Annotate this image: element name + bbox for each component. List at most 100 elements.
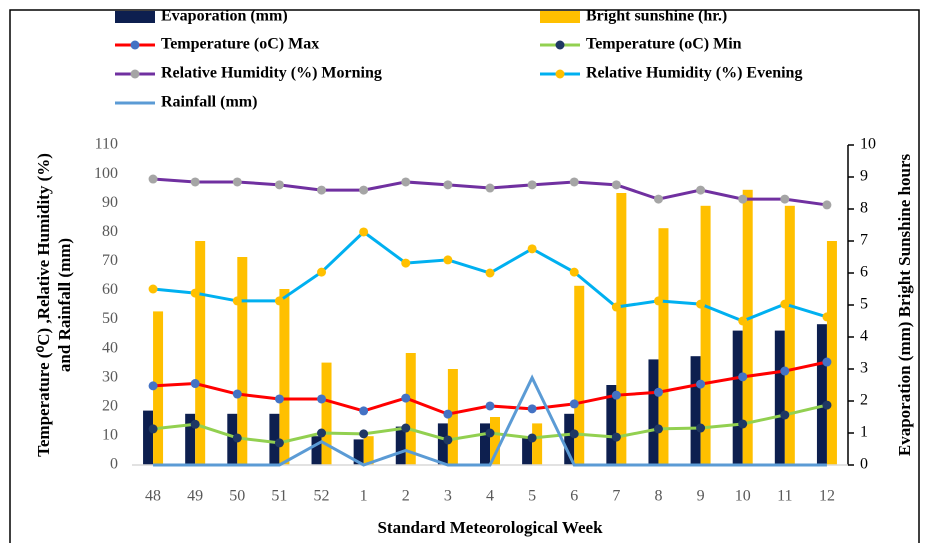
legend-label: Temperature (oC) Min: [586, 36, 742, 53]
x-tick-label: 11: [777, 488, 792, 505]
marker: [611, 390, 621, 400]
x-tick-label: 9: [697, 488, 705, 505]
y2-tick-label: 6: [860, 264, 868, 281]
marker: [190, 379, 200, 389]
y-tick-label: 60: [102, 281, 118, 298]
line: [153, 374, 827, 467]
marker: [148, 174, 158, 184]
marker: [738, 372, 748, 382]
x-tick-label: 1: [360, 488, 368, 505]
y-tick-label: 80: [102, 223, 118, 240]
legend-marker: [130, 69, 140, 79]
legend-marker: [555, 69, 565, 79]
y-tick-label: 110: [95, 136, 118, 153]
y-tick-label: 0: [110, 456, 118, 473]
marker: [190, 288, 200, 298]
marker: [569, 177, 579, 187]
legend-swatch: [115, 11, 155, 23]
bar: [437, 423, 448, 465]
bar: [648, 359, 659, 465]
marker: [148, 381, 158, 391]
marker: [359, 429, 369, 439]
bar: [732, 330, 743, 465]
marker: [190, 419, 200, 429]
bar: [405, 353, 416, 465]
bar: [195, 241, 206, 465]
bar: [269, 413, 280, 465]
y2-tick-label: 8: [860, 200, 868, 217]
legend-swatch: [540, 11, 580, 23]
bar: [742, 189, 753, 466]
marker: [232, 296, 242, 306]
marker: [232, 433, 242, 443]
legend-marker: [555, 40, 565, 50]
marker: [148, 424, 158, 434]
marker: [780, 410, 790, 420]
marker: [317, 267, 327, 277]
bar: [564, 413, 575, 465]
bar: [185, 413, 196, 465]
bar: [321, 362, 332, 465]
y-tick-label: 10: [102, 427, 118, 444]
marker: [822, 200, 832, 210]
bar: [447, 369, 458, 465]
marker: [443, 435, 453, 445]
bar: [480, 423, 490, 465]
marker: [443, 409, 453, 419]
y2-tick-label: 4: [860, 328, 868, 345]
marker: [317, 428, 327, 438]
x-tick-label: 7: [612, 488, 620, 505]
x-tick-label: 6: [570, 488, 578, 505]
bar: [311, 436, 322, 465]
bar: [395, 426, 406, 465]
bar: [574, 285, 585, 465]
y-axis-label: Temperature (⁰C) ,Relative Humidity (%): [34, 153, 53, 457]
marker: [274, 394, 284, 404]
y2-tick-label: 5: [860, 296, 868, 313]
marker: [738, 316, 748, 326]
marker: [738, 194, 748, 204]
marker: [738, 419, 748, 429]
marker: [653, 296, 663, 306]
marker: [611, 302, 621, 312]
y2-tick-label: 3: [860, 360, 868, 377]
marker: [401, 258, 411, 268]
legend-label: Temperature (oC) Max: [161, 36, 319, 53]
legend-label: Evaporation (mm): [161, 8, 288, 25]
y2-tick-label: 1: [860, 424, 868, 441]
marker: [696, 379, 706, 389]
marker: [822, 312, 832, 322]
bar: [153, 311, 164, 465]
marker: [274, 438, 284, 448]
bar: [658, 228, 669, 465]
marker: [359, 406, 369, 416]
bar: [774, 330, 785, 465]
y2-tick-label: 10: [860, 136, 876, 153]
y-tick-label: 40: [102, 339, 118, 356]
x-tick-label: 10: [735, 488, 751, 505]
x-tick-label: 8: [654, 488, 662, 505]
marker: [653, 424, 663, 434]
marker: [653, 194, 663, 204]
y2-axis-label: Evaporation (mm) Bright Sunshine hours: [895, 153, 914, 456]
marker: [317, 394, 327, 404]
marker: [317, 185, 327, 195]
marker: [696, 185, 706, 195]
marker: [569, 267, 579, 277]
marker: [485, 428, 495, 438]
bar: [606, 385, 617, 465]
marker: [611, 180, 621, 190]
marker: [527, 433, 537, 443]
bar: [279, 289, 290, 465]
y-tick-label: 100: [94, 165, 118, 182]
marker: [527, 404, 537, 414]
y-tick-label: 90: [102, 194, 118, 211]
marker: [359, 185, 369, 195]
marker: [485, 268, 495, 278]
marker: [780, 366, 790, 376]
marker: [822, 357, 832, 367]
x-tick-label: 52: [314, 488, 330, 505]
bar: [826, 241, 837, 465]
marker: [190, 177, 200, 187]
